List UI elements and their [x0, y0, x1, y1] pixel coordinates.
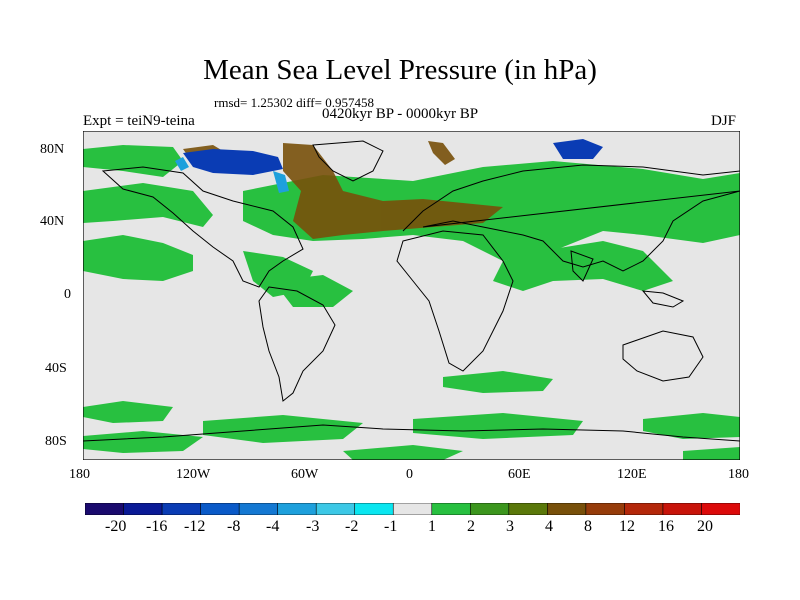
map-title: Mean Sea Level Pressure (in hPa) — [203, 54, 597, 86]
colorbar-label: -16 — [146, 518, 168, 535]
pressure-map — [83, 131, 740, 460]
colorbar-cell — [585, 503, 625, 515]
colorbar-cell — [701, 503, 740, 515]
lat-tick-eq: 0 — [64, 287, 71, 302]
lon-tick-60e: 60E — [508, 467, 531, 482]
colorbar-label: -3 — [306, 518, 320, 535]
colorbar-label: 8 — [584, 518, 592, 535]
colorbar-cell — [277, 503, 317, 515]
lon-tick-60w: 60W — [291, 467, 319, 482]
colorbar-cell — [469, 503, 510, 515]
lon-tick-180w: 180 — [69, 467, 90, 482]
colorbar-cell — [354, 503, 394, 515]
colorbar-cell — [315, 503, 356, 515]
colorbar-label: 2 — [467, 518, 475, 535]
colorbar-cell — [662, 503, 702, 515]
colorbar-label: 4 — [545, 518, 553, 535]
colorbar-cell — [508, 503, 548, 515]
colorbar-label: -8 — [227, 518, 241, 535]
colorbar — [85, 503, 740, 515]
colorbar-label: 12 — [619, 518, 635, 535]
colorbar-cell — [123, 503, 163, 515]
experiment-label: Expt = teiN9-teina — [83, 113, 195, 129]
colorbar-label: 16 — [658, 518, 674, 535]
lat-tick-40n: 40N — [40, 214, 65, 229]
colorbar-cell — [200, 503, 240, 515]
colorbar-cell — [547, 503, 587, 515]
colorbar-label: -1 — [384, 518, 398, 535]
season-label: DJF — [711, 113, 737, 129]
negative-anomaly-large — [183, 139, 603, 175]
colorbar-label: 3 — [506, 518, 514, 535]
negative-anomaly-small — [175, 157, 289, 193]
lon-tick-120w: 120W — [176, 467, 211, 482]
lat-tick-80n: 80N — [40, 142, 65, 157]
colorbar-label: -2 — [345, 518, 359, 535]
lon-tick-0: 0 — [406, 467, 413, 482]
colorbar-cell — [624, 503, 664, 515]
positive-anomaly-small — [83, 145, 740, 460]
colorbar-cell — [161, 503, 202, 515]
colorbar-label: -4 — [266, 518, 280, 535]
colorbar-label: 20 — [697, 518, 713, 535]
lon-tick-180e: 180 — [728, 467, 749, 482]
colorbar-cell — [392, 503, 433, 515]
stats-line: rmsd= 1.25302 diff= 0.957458 — [214, 95, 374, 110]
colorbar-cell — [431, 503, 471, 515]
period-label: 0420kyr BP - 0000kyr BP — [322, 106, 479, 122]
colorbar-label: -12 — [184, 518, 206, 535]
lon-tick-120e: 120E — [617, 467, 647, 482]
lat-tick-40s: 40S — [45, 361, 67, 376]
coastline-outlines — [83, 140, 740, 442]
colorbar-label: -20 — [105, 518, 127, 535]
lat-tick-80s: 80S — [45, 434, 67, 449]
colorbar-label: 1 — [428, 518, 436, 535]
colorbar-cell — [85, 503, 125, 515]
colorbar-cell — [238, 503, 279, 515]
